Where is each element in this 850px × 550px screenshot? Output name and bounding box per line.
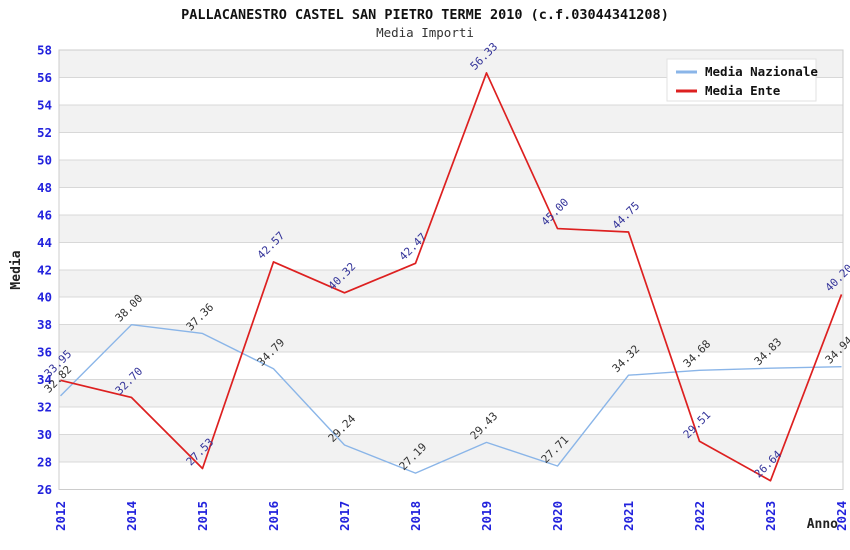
- band-row: [59, 159, 843, 188]
- y-tick-label: 40: [37, 290, 52, 305]
- series-line-media-ente: [60, 72, 843, 482]
- y-tick-label: 34: [37, 372, 52, 387]
- x-tick-label: 2024: [834, 501, 849, 531]
- y-axis-title: Media: [9, 250, 24, 289]
- series-line-media-nazionale: [60, 323, 842, 474]
- x-tick-label: 2020: [550, 501, 565, 531]
- x-tick-label: 2022: [692, 501, 707, 531]
- plot-border: [58, 49, 844, 490]
- chart-title: PALLACANESTRO CASTEL SAN PIETRO TERME 20…: [181, 7, 669, 23]
- x-tick-label: 2014: [124, 501, 139, 531]
- x-tick-label: 2016: [266, 501, 281, 531]
- y-tick-label: 30: [37, 427, 52, 442]
- band-row: [59, 214, 843, 243]
- y-tick-label: 28: [37, 455, 52, 470]
- band-row: [59, 187, 843, 215]
- band-row: [59, 297, 843, 325]
- legend: Media Nazionale Media Ente: [666, 58, 818, 102]
- y-tick-label: 50: [37, 152, 52, 167]
- chart-subtitle: Media Importi: [376, 25, 474, 40]
- band-row: [59, 352, 843, 380]
- plot-area: 26 28 30 32 34 36 38 40 42 44 46 48 50 52 54 56 58 2012 20…: [37, 40, 850, 531]
- band-row: [59, 132, 843, 160]
- y-tick-label: 38: [37, 317, 52, 332]
- legend-label-media-nazionale: Media Nazionale: [705, 64, 818, 79]
- y-tick-label: 58: [37, 43, 52, 58]
- band-row: [59, 324, 843, 353]
- y-tick-label: 48: [37, 180, 52, 195]
- legend-box: [666, 58, 817, 102]
- band-row: [59, 242, 843, 270]
- y-tick-label: 36: [37, 345, 52, 360]
- band-row: [59, 379, 843, 408]
- x-tick-label: 2017: [337, 501, 352, 531]
- y-tick-label: 52: [37, 125, 52, 140]
- y-tick-label: 26: [37, 482, 52, 497]
- y-tick-label: 56: [37, 70, 52, 85]
- legend-label-media-ente: Media Ente: [705, 83, 781, 98]
- x-tick-label: 2012: [53, 501, 68, 531]
- band-row: [59, 462, 843, 490]
- band-row: [59, 407, 843, 435]
- x-tick-label: 2023: [763, 501, 778, 531]
- x-axis-title: Anno: [807, 517, 838, 532]
- y-tick-label: 32: [37, 400, 52, 415]
- y-tick-label: 54: [37, 97, 52, 112]
- y-tick-label: 44: [37, 235, 52, 250]
- x-tick-label: 2018: [408, 501, 423, 531]
- band-row: [59, 269, 843, 298]
- x-tick-label: 2019: [479, 501, 494, 531]
- y-tick-label: 42: [37, 262, 52, 277]
- band-row: [59, 104, 843, 133]
- x-tick-label: 2015: [195, 501, 210, 531]
- y-tick-label: 46: [37, 207, 52, 222]
- x-tick-label: 2021: [621, 501, 636, 531]
